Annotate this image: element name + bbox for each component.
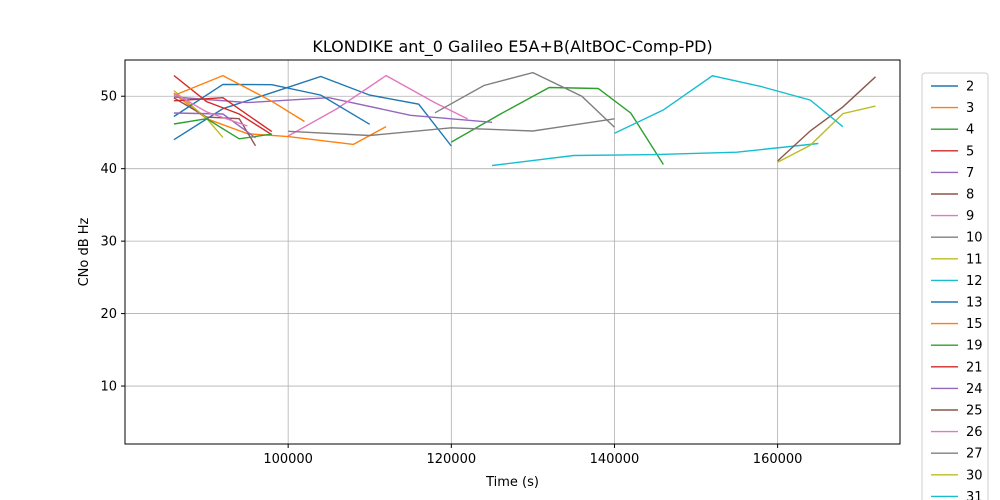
- legend-label-25: 25: [966, 404, 983, 419]
- y-axis-label: CNo dB Hz: [77, 217, 92, 286]
- series-line-31: [614, 75, 844, 134]
- x-tick-label: 160000: [753, 452, 803, 467]
- series-line-7: [173, 96, 493, 123]
- series-line-24: [173, 112, 256, 139]
- series-line-15: [173, 74, 305, 123]
- legend-label-4: 4: [966, 123, 974, 138]
- chart-title: KLONDIKE ant_0 Galileo E5A+B(AltBOC-Comp…: [312, 37, 712, 57]
- legend-label-30: 30: [966, 468, 983, 483]
- y-tick-label: 30: [100, 235, 117, 250]
- series-line-9: [287, 74, 468, 137]
- y-tick-label: 40: [100, 162, 117, 177]
- series-line-12: [492, 142, 819, 167]
- plot-frame: [124, 59, 901, 445]
- legend-label-21: 21: [966, 360, 983, 375]
- series-line-25: [777, 76, 876, 162]
- y-tick-label: 20: [100, 307, 117, 322]
- series-line-10: [288, 118, 615, 137]
- x-tick-label: 100000: [263, 452, 313, 467]
- legend-label-9: 9: [966, 209, 974, 224]
- series-line-21: [173, 96, 273, 133]
- series-line-4: [450, 86, 664, 165]
- legend-label-31: 31: [966, 490, 983, 500]
- y-tick-label: 10: [100, 380, 117, 395]
- legend-label-11: 11: [966, 252, 983, 267]
- x-axis-label: Time (s): [485, 475, 539, 490]
- series-line-13: [173, 83, 371, 125]
- series-line-19: [173, 117, 272, 140]
- series-line-30: [777, 105, 876, 163]
- legend-label-19: 19: [966, 339, 983, 354]
- legend-label-12: 12: [966, 274, 983, 289]
- y-tick-label: 50: [100, 90, 117, 105]
- legend-label-10: 10: [966, 231, 983, 246]
- legend-label-24: 24: [966, 382, 983, 397]
- legend-label-7: 7: [966, 166, 974, 181]
- x-tick-label: 140000: [590, 452, 640, 467]
- legend-box: [921, 72, 989, 500]
- legend-label-8: 8: [966, 188, 974, 203]
- legend-label-26: 26: [966, 425, 983, 440]
- x-tick-label: 120000: [426, 452, 476, 467]
- series-line-2: [173, 75, 452, 147]
- legend-label-5: 5: [966, 144, 974, 159]
- legend-label-2: 2: [966, 80, 974, 95]
- series-line-26: [173, 92, 248, 127]
- legend-label-3: 3: [966, 101, 974, 116]
- series-line-27: [434, 71, 615, 128]
- legend-label-13: 13: [966, 296, 983, 311]
- legend-label-27: 27: [966, 447, 983, 462]
- legend-label-15: 15: [966, 317, 983, 332]
